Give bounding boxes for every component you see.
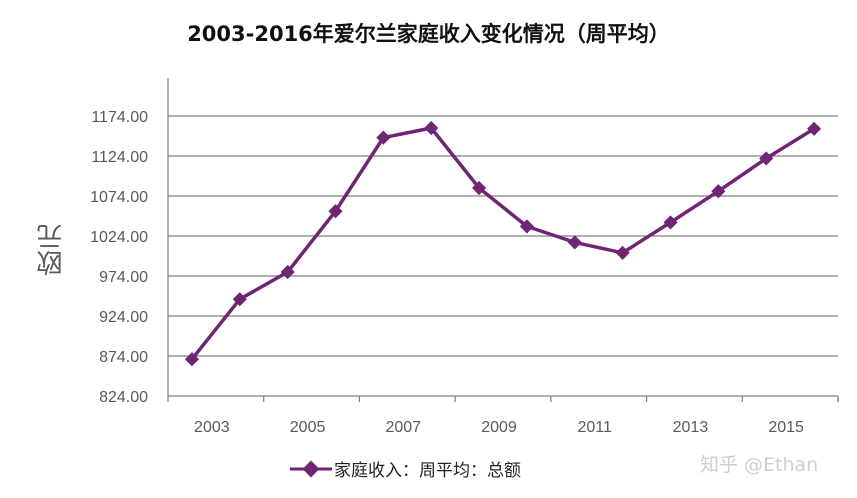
axes (167, 78, 839, 402)
data-point (184, 352, 199, 367)
series-line (190, 126, 815, 361)
data-point (232, 292, 247, 307)
series-group (184, 120, 822, 367)
data-point (424, 120, 439, 136)
data-point (280, 264, 295, 280)
x-tick-label: 2011 (578, 419, 613, 436)
y-tick-label: 974.00 (99, 269, 148, 286)
gridlines (168, 115, 838, 357)
data-point (615, 245, 630, 260)
data-point (711, 184, 726, 199)
data-point (663, 215, 678, 230)
legend-label: 家庭收入：周平均：总额 (334, 461, 521, 481)
x-tick-label: 2005 (290, 419, 326, 436)
watermark: 知乎 @Ethan (700, 454, 819, 476)
data-point (759, 151, 774, 166)
chart-title: 2003-2016年爱尔兰家庭收入变化情况（周平均） (187, 22, 670, 46)
y-tick-label: 1124.00 (91, 149, 148, 166)
x-tick-label: 2013 (673, 419, 709, 436)
data-point (519, 219, 534, 234)
data-point (807, 121, 822, 136)
data-point (328, 204, 343, 219)
legend: 家庭收入：周平均：总额 (288, 456, 521, 481)
y-tick-label: 1174.00 (91, 109, 148, 126)
x-tick-label: 2009 (481, 419, 517, 436)
tick-labels: 1174.00 1124.00 1074.00 1024.00 974.00 924.00… (90, 109, 804, 436)
data-point (567, 235, 582, 250)
y-tick-label: 824.00 (99, 389, 148, 406)
y-tick-label: 1074.00 (90, 189, 148, 206)
y-tick-label: 1024.00 (90, 229, 148, 246)
data-point (376, 130, 391, 145)
y-tick-label: 924.00 (99, 309, 148, 326)
x-tick-label: 2007 (385, 419, 421, 436)
data-point (472, 180, 487, 196)
legend-marker-icon (290, 460, 332, 477)
y-tick-label: 874.00 (99, 349, 148, 366)
x-tick-label: 2015 (768, 419, 804, 436)
x-tick-label: 2003 (194, 419, 230, 436)
